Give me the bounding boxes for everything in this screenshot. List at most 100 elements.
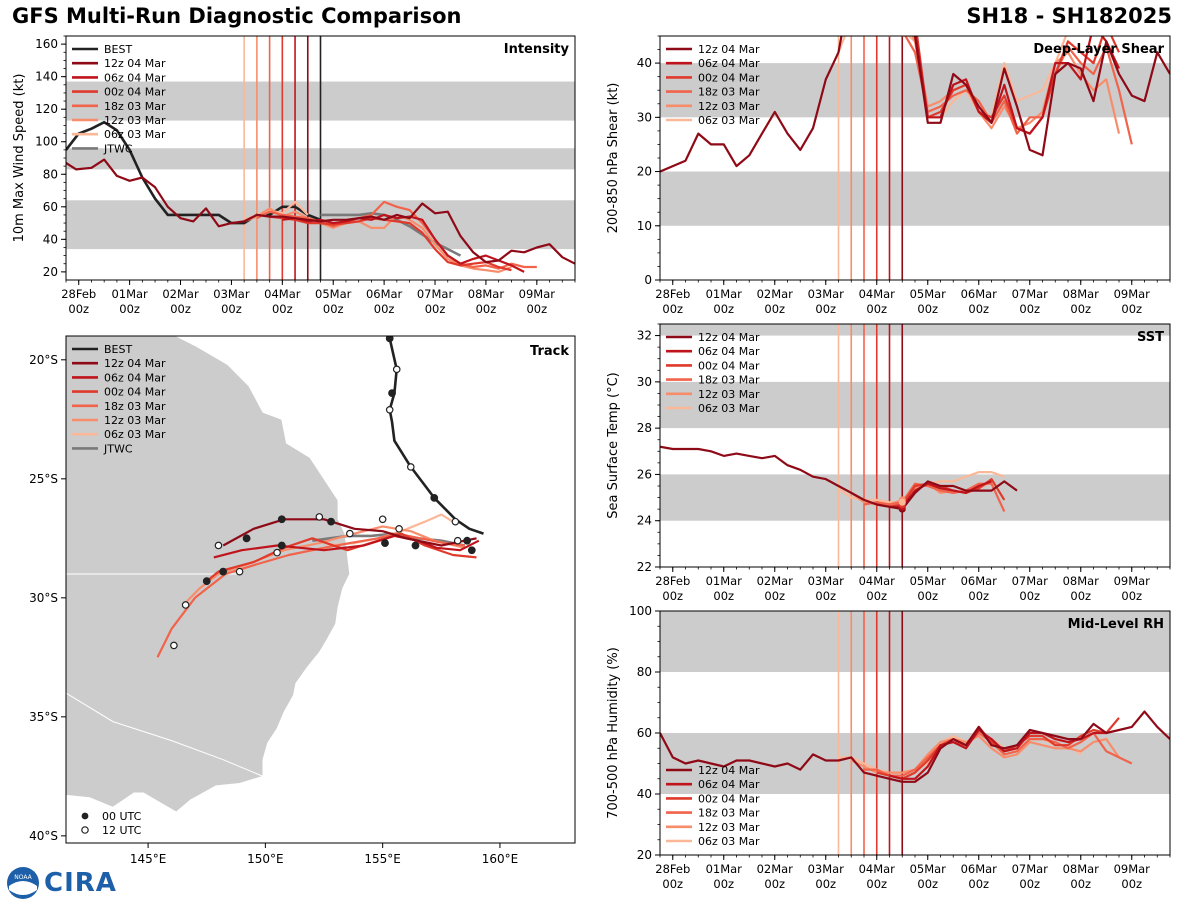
marker-legend-12utc xyxy=(81,826,89,834)
sst-title: SST xyxy=(1137,330,1164,345)
shear-xtick-label: 02Mar xyxy=(757,287,794,301)
legend-label: 18z 03 Mar xyxy=(104,400,166,413)
track-marker-12utc xyxy=(315,513,324,521)
rh-xtick-label-2: 00z xyxy=(968,877,989,891)
intensity-xtick-label: 06Mar xyxy=(366,287,403,301)
shear-xtick-label-2: 00z xyxy=(1121,302,1142,316)
intensity-xtick-label-2: 00z xyxy=(272,302,293,316)
track-frame xyxy=(65,335,576,844)
legend-label: JTWC xyxy=(103,442,133,455)
intensity-xtick-label: 04Mar xyxy=(264,287,301,301)
track-ytick-label: 40°S xyxy=(29,829,58,843)
rh-series-06z-04-mar xyxy=(889,728,1107,780)
figure-title: GFS Multi-Run Diagnostic Comparison xyxy=(12,4,462,28)
rh-xtick-label: 05Mar xyxy=(910,862,947,876)
legend-label: 12z 03 Mar xyxy=(698,100,760,113)
track-12z-04-mar xyxy=(222,518,477,547)
rh-xtick-label-2: 00z xyxy=(866,877,887,891)
sst-xtick-label: 09Mar xyxy=(1114,574,1151,588)
sst-xtick-label-2: 00z xyxy=(713,589,734,603)
sst-xtick-label-2: 00z xyxy=(968,589,989,603)
shear-xtick-label-2: 00z xyxy=(764,302,785,316)
logo-text: CIRA xyxy=(44,868,117,898)
sst-series-18z-03-mar xyxy=(863,482,1006,512)
shear-xtick-label-2: 00z xyxy=(866,302,887,316)
track-marker-00utc xyxy=(430,493,439,502)
rh-xtick-label-2: 00z xyxy=(1019,877,1040,891)
track-marker-00utc xyxy=(463,536,472,545)
legend-label: 06z 03 Mar xyxy=(698,835,760,848)
track-marker-00utc xyxy=(411,541,420,550)
shear-xtick-label: 28Feb xyxy=(655,287,690,301)
sst-xtick-label-2: 00z xyxy=(662,589,683,603)
track-panel: 145°E 150°E 155°E 160°E 20°S 25°S 30°S 35°S 40°S… xyxy=(29,335,576,866)
track-marker-12utc xyxy=(392,365,401,374)
rh-xtick-label: 07Mar xyxy=(1012,862,1049,876)
track-marker-12utc xyxy=(453,536,462,545)
intensity-xtick-label-2: 00z xyxy=(526,302,547,316)
legend-label: 12z 03 Mar xyxy=(698,821,760,834)
intensity-ytick-label: 100 xyxy=(35,135,58,149)
legend-label: 06z 04 Mar xyxy=(104,71,166,84)
track-marker-00utc xyxy=(385,336,394,343)
marker-legend-00utc xyxy=(81,812,89,820)
shear-xtick-label-2: 00z xyxy=(815,302,836,316)
legend-label: 12z 04 Mar xyxy=(104,357,166,370)
shear-xtick-label-2: 00z xyxy=(713,302,734,316)
sst-ytick-label: 32 xyxy=(637,329,652,343)
intensity-xtick-label-2: 00z xyxy=(221,302,242,316)
marker-legend-label: 00 UTC xyxy=(102,810,142,823)
shear-xtick-label: 01Mar xyxy=(706,287,743,301)
rh-ytick-label: 100 xyxy=(629,604,652,618)
intensity-xtick-label: 07Mar xyxy=(417,287,454,301)
rh-xtick-label: 04Mar xyxy=(859,862,896,876)
rh-band xyxy=(660,733,1170,794)
rh-xtick-label: 01Mar xyxy=(706,862,743,876)
shear-ylabel: 200-850 hPa Shear (kt) xyxy=(606,83,621,234)
shear-xtick-label: 03Mar xyxy=(808,287,845,301)
rh-band xyxy=(660,611,1170,672)
sst-band xyxy=(660,474,1170,521)
track-title: Track xyxy=(530,344,569,359)
intensity-ytick-label: 20 xyxy=(43,265,58,279)
track-xtick-label: 150°E xyxy=(247,852,284,866)
track-marker-12utc xyxy=(214,541,223,550)
legend-label: 18z 03 Mar xyxy=(698,86,760,99)
intensity-series-18z-03-mar xyxy=(256,200,537,270)
legend-label: 06z 04 Mar xyxy=(698,778,760,791)
sst-series-06z-04-mar xyxy=(889,480,992,508)
intensity-xtick-label-2: 00z xyxy=(119,302,140,316)
intensity-xtick-label: 02Mar xyxy=(162,287,199,301)
shear-xtick-label-2: 00z xyxy=(662,302,683,316)
legend-label: 06z 03 Mar xyxy=(698,114,760,127)
intensity-ytick-label: 40 xyxy=(43,232,58,246)
legend-label: 12z 03 Mar xyxy=(698,388,760,401)
shear-series-06z-03-mar xyxy=(837,36,1068,119)
rh-ytick-label: 80 xyxy=(637,665,652,679)
sst-ytick-label: 22 xyxy=(637,560,652,574)
legend-label: 18z 03 Mar xyxy=(104,100,166,113)
track-best xyxy=(388,336,484,535)
legend-label: 06z 03 Mar xyxy=(104,128,166,141)
track-marker-12utc xyxy=(395,525,403,533)
intensity-ylabel: 10m Max Wind Speed (kt) xyxy=(12,74,27,243)
intensity-xtick-label-2: 00z xyxy=(425,302,446,316)
cira-logo: NOAA CIRA xyxy=(6,866,117,900)
legend-label: 18z 03 Mar xyxy=(698,807,760,820)
track-marker-00utc xyxy=(381,539,389,547)
rh-series-18z-03-mar xyxy=(864,731,1133,777)
sst-xtick-label: 08Mar xyxy=(1063,574,1100,588)
legend-label: 12z 03 Mar xyxy=(104,414,166,427)
legend-label: 00z 04 Mar xyxy=(104,86,166,99)
rh-panel: 2040608010028Feb00z01Mar00z02Mar00z03Mar… xyxy=(606,604,1171,891)
track-marker-00utc xyxy=(219,567,228,576)
shear-xtick-label: 06Mar xyxy=(961,287,998,301)
intensity-xtick-label-2: 00z xyxy=(68,302,89,316)
legend-label: 12z 03 Mar xyxy=(104,114,166,127)
rh-ytick-label: 20 xyxy=(637,848,652,862)
track-marker-12utc xyxy=(451,517,460,526)
track-xtick-label: 145°E xyxy=(130,852,167,866)
intensity-xtick-label-2: 00z xyxy=(323,302,344,316)
intensity-series-12z-04-mar xyxy=(66,158,575,265)
